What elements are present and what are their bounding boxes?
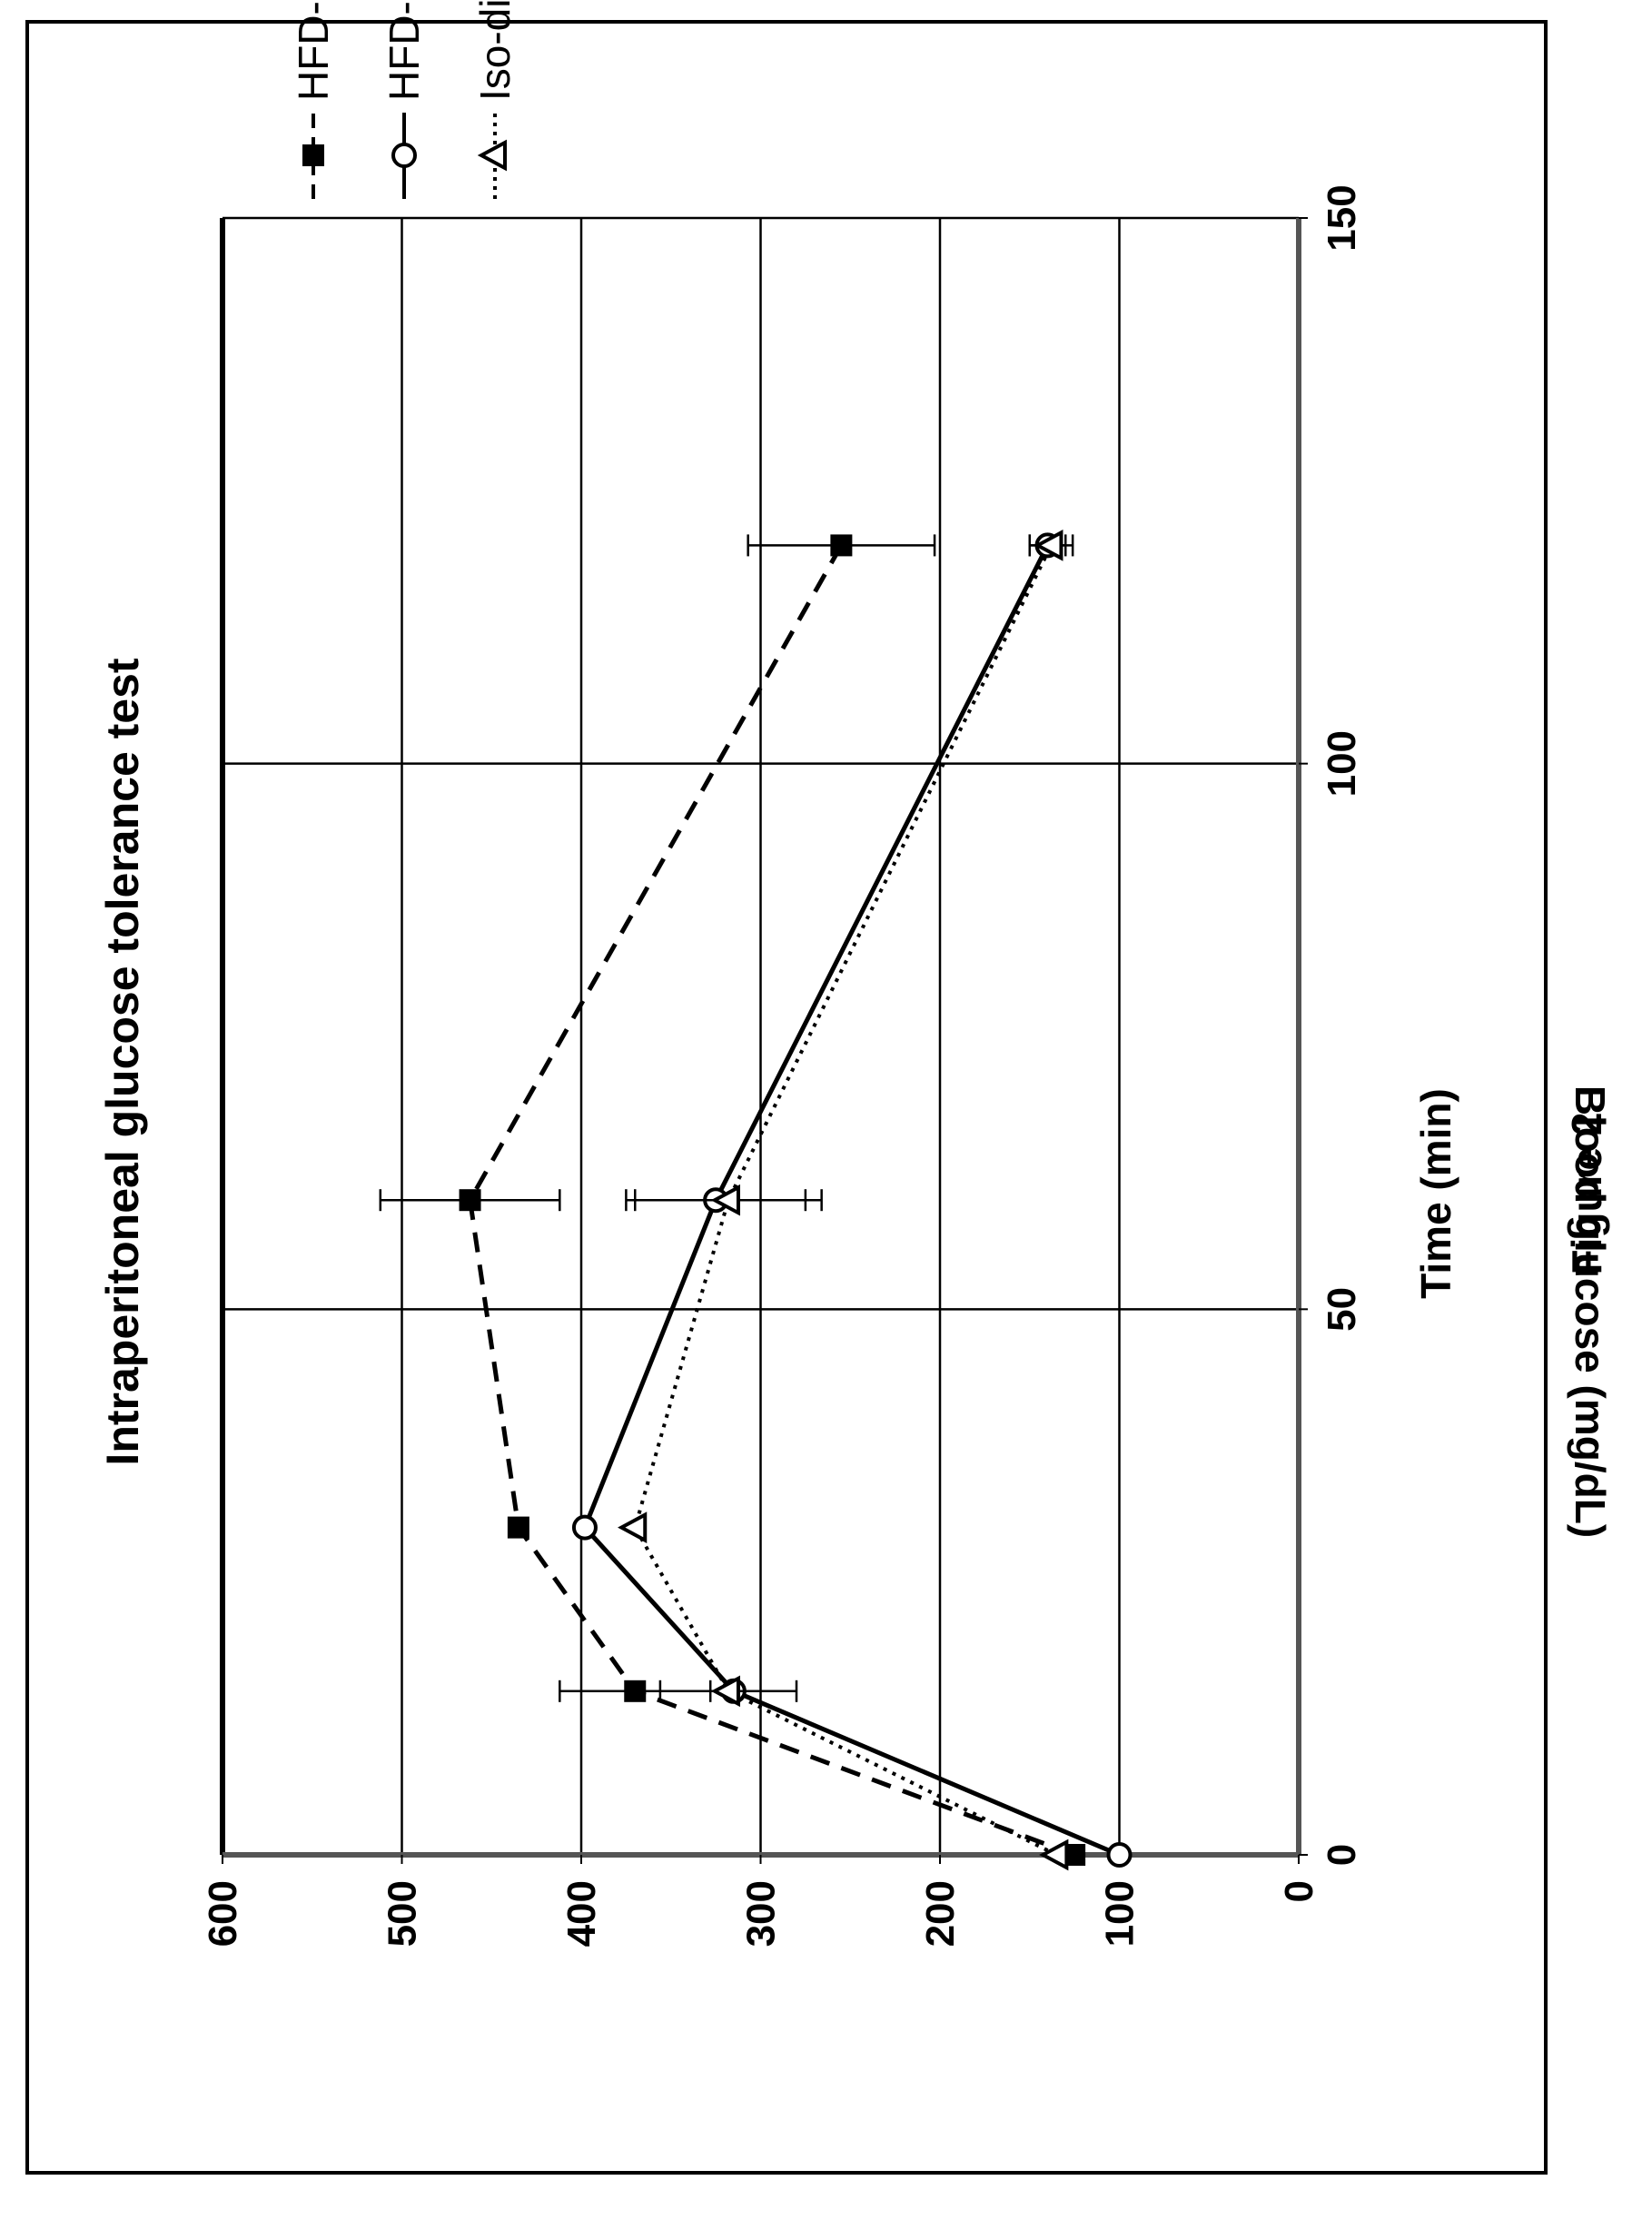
legend: HFD-control HFD-mAb Iso-diet bbox=[290, 0, 519, 199]
legend-label-hfd-control: HFD-control bbox=[290, 0, 337, 101]
legend-marker-iso-diet bbox=[477, 139, 507, 172]
hfd-mab-point bbox=[571, 1514, 598, 1541]
hfd-control-point bbox=[459, 1189, 481, 1212]
legend-marker-hfd-mab bbox=[391, 143, 417, 168]
x-tick-label: 100 bbox=[1320, 730, 1364, 797]
hfd-mab-point bbox=[1106, 1842, 1133, 1868]
x-axis-label: Time (min) bbox=[1412, 1088, 1459, 1299]
x-tick-label: 50 bbox=[1320, 1287, 1364, 1332]
figure-frame bbox=[25, 20, 1548, 2175]
legend-marker-hfd-control bbox=[302, 144, 324, 166]
figure-label: Figure 2 bbox=[1563, 1113, 1610, 1275]
legend-label-hfd-mab: HFD-mAb bbox=[381, 0, 428, 101]
y-tick-label: 300 bbox=[739, 1880, 784, 1947]
legend-label-iso-diet: Iso-diet bbox=[471, 0, 519, 101]
hfd-control-point bbox=[830, 534, 853, 557]
y-axis-label: Blood glucose (mg/dL) bbox=[1567, 1085, 1614, 1538]
y-tick-label: 600 bbox=[201, 1880, 245, 1947]
y-tick-label: 200 bbox=[918, 1880, 963, 1947]
chart-title: Intraperitoneal glucose tolerance test bbox=[97, 658, 148, 1465]
y-tick-label: 500 bbox=[381, 1880, 425, 1947]
iso-diet-point bbox=[710, 1184, 740, 1216]
iso-diet-point bbox=[1034, 530, 1063, 561]
iso-diet-point bbox=[1039, 1838, 1069, 1871]
y-tick-label: 100 bbox=[1098, 1880, 1143, 1947]
iso-diet-point bbox=[618, 1511, 648, 1543]
y-tick-label: 400 bbox=[559, 1880, 604, 1947]
hfd-control-point bbox=[507, 1516, 529, 1539]
hfd-control-point bbox=[624, 1680, 647, 1702]
plot-area: 0 100 200 300 400 500 600 0 50 100 150 bbox=[201, 184, 1364, 1947]
y-tick-label: 0 bbox=[1277, 1880, 1321, 1902]
iso-diet-point bbox=[710, 1675, 740, 1708]
x-tick-label: 150 bbox=[1320, 184, 1364, 251]
x-tick-label: 0 bbox=[1320, 1844, 1364, 1866]
